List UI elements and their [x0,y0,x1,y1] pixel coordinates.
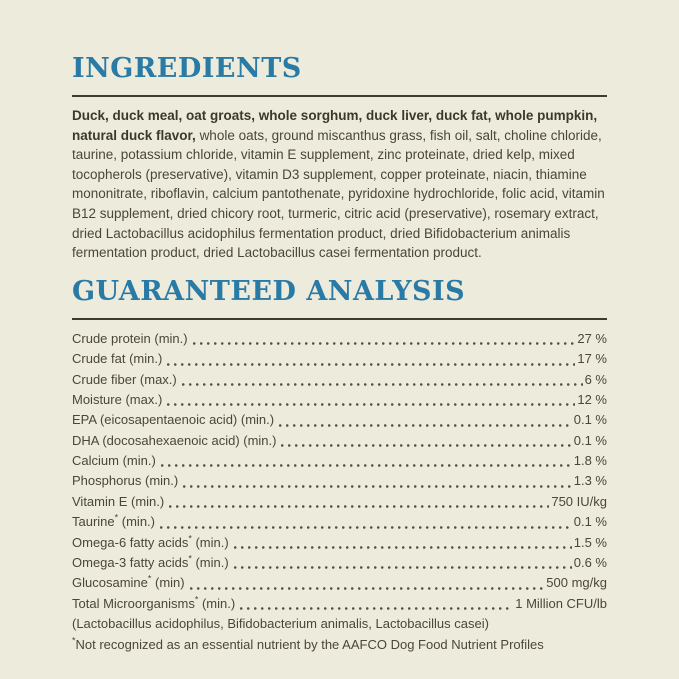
analysis-row-value: 6 % [584,371,607,387]
analysis-row-label: EPA (eicosapentaenoic acid) (min.) [72,412,275,428]
dot-leader [167,362,576,366]
dot-leader [169,505,550,509]
ingredients-lead-bold: Duck, duck meal, oat groats, whole sorgh… [72,108,598,143]
ingredients-heading: INGREDIENTS [72,53,302,84]
analysis-row-value: 750 IU/kg [551,493,607,509]
analysis-row-label: Taurine* (min.) [72,512,155,530]
analysis-row: DHA (docosahexaenoic acid) (min.) 0.1 % [72,431,607,451]
dot-leader [240,607,514,611]
aafco-footnote: *Not recognized as an essential nutrient… [72,635,544,652]
analysis-row-label: Crude fiber (max.) [72,371,177,387]
analysis-row-value: 1.5 % [573,534,607,550]
analysis-row-label: Vitamin E (min.) [72,493,165,509]
analysis-row-value: 12 % [577,391,607,407]
analysis-table: Crude protein (min.) 27 % Crude fat (min… [72,329,607,614]
analysis-row-value: 0.1 % [573,432,607,448]
ingredients-rest: whole oats, ground miscanthus grass, fis… [72,127,605,261]
analysis-row-label: Calcium (min.) [72,453,156,469]
dot-leader [233,546,572,550]
dot-leader [192,342,576,346]
analysis-row-value: 500 mg/kg [546,575,607,591]
dot-leader [181,382,583,386]
guaranteed-analysis-heading: GUARANTEED ANALYSIS [72,275,466,307]
analysis-row: Calcium (min.) 1.8 % [72,451,607,471]
analysis-row: Crude protein (min.) 27 % [72,329,607,349]
analysis-row: Glucosamine* (min) 500 mg/kg [72,573,607,593]
ingredients-section: INGREDIENTS Duck, duck meal, oat groats,… [72,54,607,263]
section-divider [72,317,607,320]
dot-leader [279,423,572,427]
analysis-row-value: 27 % [577,330,607,346]
dot-leader [160,464,572,468]
analysis-row: Moisture (max.) 12 % [72,390,607,410]
analysis-row: Taurine* (min.) 0.1 % [72,512,607,532]
analysis-row: Vitamin E (min.) 750 IU/kg [72,492,607,512]
analysis-row-value: 1 Million CFU/lb [515,595,607,611]
analysis-row: Crude fiber (max.) 6 % [72,370,607,390]
analysis-row-value: 0.1 % [573,412,607,428]
analysis-row: Omega-3 fatty acids* (min.) 0.6 % [72,553,607,573]
analysis-row-label: Omega-3 fatty acids* (min.) [72,553,229,571]
analysis-row-value: 1.3 % [573,473,607,489]
analysis-row-value: 1.8 % [573,453,607,469]
dot-leader [183,484,572,488]
analysis-row-label: Crude protein (min.) [72,330,188,346]
analysis-row: Phosphorus (min.) 1.3 % [72,471,607,491]
dot-leader [281,444,572,448]
analysis-row: Omega-6 fatty acids* (min.) 1.5 % [72,533,607,553]
analysis-row-label: Total Microorganisms* (min.) [72,594,236,611]
dot-leader [189,586,545,590]
dot-leader [167,403,576,407]
analysis-row: EPA (eicosapentaenoic acid) (min.) 0.1 % [72,410,607,430]
ingredients-text: Duck, duck meal, oat groats, whole sorgh… [72,106,607,263]
analysis-row-label: Crude fat (min.) [72,351,163,367]
dot-leader [160,525,572,529]
dot-leader [233,566,572,570]
analysis-row-label: Phosphorus (min.) [72,473,179,489]
analysis-row-value: 0.1 % [573,514,607,530]
analysis-row-label: Glucosamine* (min) [72,574,185,591]
guaranteed-analysis-section: GUARANTEED ANALYSIS Crude protein (min.)… [72,275,607,655]
analysis-row-label: Moisture (max.) [72,391,163,407]
microorganisms-detail: (Lactobacillus acidophilus, Bifidobacter… [72,616,489,632]
section-divider [72,95,607,97]
analysis-row-label: DHA (docosahexaenoic acid) (min.) [72,432,277,448]
analysis-row-label: Omega-6 fatty acids* (min.) [72,533,229,550]
analysis-row: Crude fat (min.) 17 % [72,349,607,369]
analysis-row-value: 0.6 % [573,555,607,571]
analysis-row-value: 17 % [577,351,607,367]
analysis-row: Total Microorganisms* (min.) 1 Million C… [72,594,607,614]
